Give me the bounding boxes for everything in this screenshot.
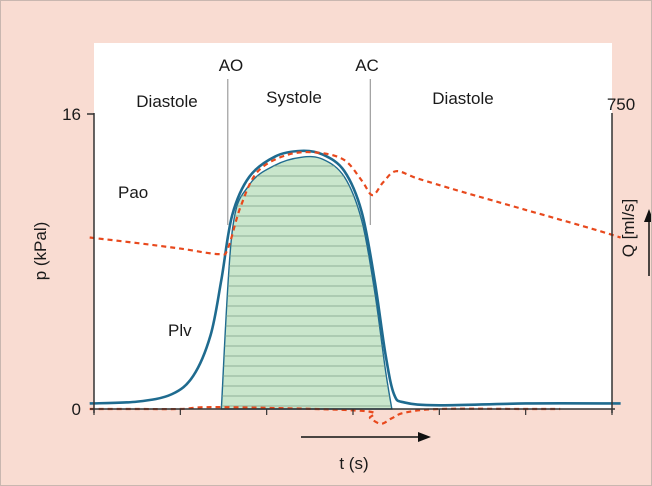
time-arrow xyxy=(301,432,431,442)
y-tick-label-0: 0 xyxy=(72,400,81,419)
phase-label-diastole-1: Diastole xyxy=(136,92,197,111)
pao-line xyxy=(89,150,621,256)
y-right-tick-label-750: 750 xyxy=(607,95,635,114)
flow-arrow xyxy=(644,209,651,276)
y-tick-label-16: 16 xyxy=(62,105,81,124)
phase-label-systole: Systole xyxy=(266,88,322,107)
y-axis-right-label: Q [ml/s] xyxy=(619,199,638,258)
phase-label-diastole-2: Diastole xyxy=(432,89,493,108)
event-label-ao: AO xyxy=(219,56,244,75)
x-axis-label: t (s) xyxy=(339,454,368,473)
event-label-ac: AC xyxy=(355,56,379,75)
y-axis-left-label: p (kPal) xyxy=(31,222,50,281)
series-label-plv: Plv xyxy=(168,321,192,340)
series-label-pao: Pao xyxy=(118,183,148,202)
x-axis-ticks xyxy=(93,409,613,415)
event-marker-layer xyxy=(227,79,371,225)
